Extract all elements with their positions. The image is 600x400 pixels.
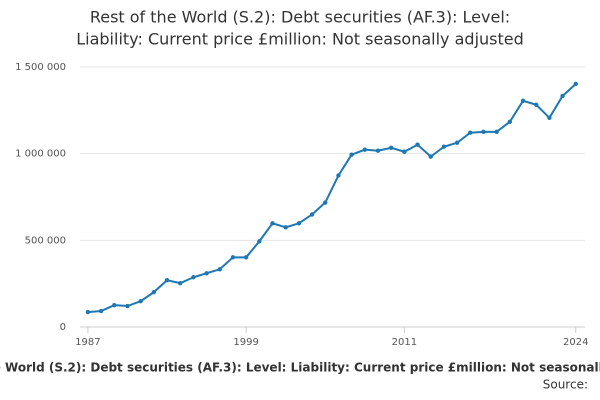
point <box>534 102 539 107</box>
y-tick-label: 0 <box>60 322 66 333</box>
point <box>481 129 486 135</box>
source: Source: <box>543 378 588 392</box>
point <box>547 115 552 120</box>
point <box>375 148 381 153</box>
point <box>296 221 302 226</box>
point <box>204 271 209 276</box>
y-tick-label: 1 500 000 <box>15 62 66 73</box>
point <box>402 149 407 154</box>
point <box>454 140 460 145</box>
point <box>388 145 394 150</box>
point <box>257 239 262 244</box>
point <box>151 289 157 295</box>
point <box>428 154 433 159</box>
point <box>573 81 578 87</box>
point <box>415 142 420 147</box>
line <box>87 83 577 314</box>
point <box>230 255 236 260</box>
point <box>349 152 354 157</box>
point <box>178 280 183 286</box>
point <box>243 255 249 260</box>
point <box>191 275 196 280</box>
x-tick-label: 2024 <box>563 337 588 348</box>
point <box>270 221 275 226</box>
point <box>283 225 288 230</box>
point <box>336 173 341 178</box>
y-tick-label: 1 000 000 <box>15 149 66 160</box>
point <box>468 130 473 135</box>
point <box>323 200 328 205</box>
point <box>520 98 526 104</box>
point <box>441 144 447 149</box>
point <box>125 303 130 309</box>
point <box>560 93 565 99</box>
x-tick-label: 1987 <box>75 337 100 348</box>
point <box>494 129 499 135</box>
point <box>138 298 143 304</box>
point <box>507 119 513 124</box>
x-tick-label: 1999 <box>233 337 258 348</box>
point <box>217 267 222 272</box>
point <box>164 278 170 283</box>
point <box>309 212 315 217</box>
chart-title: Rest of the World (S.2): Debt securities… <box>90 8 510 27</box>
x-tick-label: 2011 <box>392 337 417 348</box>
footer-title: Rest of the World (S.2): Debt securities… <box>0 361 600 375</box>
y-tick-label: 500 000 <box>25 235 66 246</box>
point <box>85 309 91 315</box>
point <box>112 302 117 308</box>
point <box>98 308 104 314</box>
point <box>362 147 368 152</box>
chart-title: Liability: Current price £million: Not s… <box>76 30 524 49</box>
